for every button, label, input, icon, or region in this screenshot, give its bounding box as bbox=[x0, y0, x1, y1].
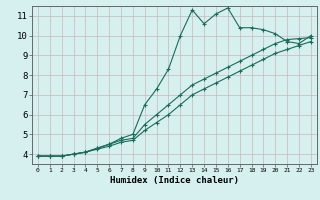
X-axis label: Humidex (Indice chaleur): Humidex (Indice chaleur) bbox=[110, 176, 239, 185]
